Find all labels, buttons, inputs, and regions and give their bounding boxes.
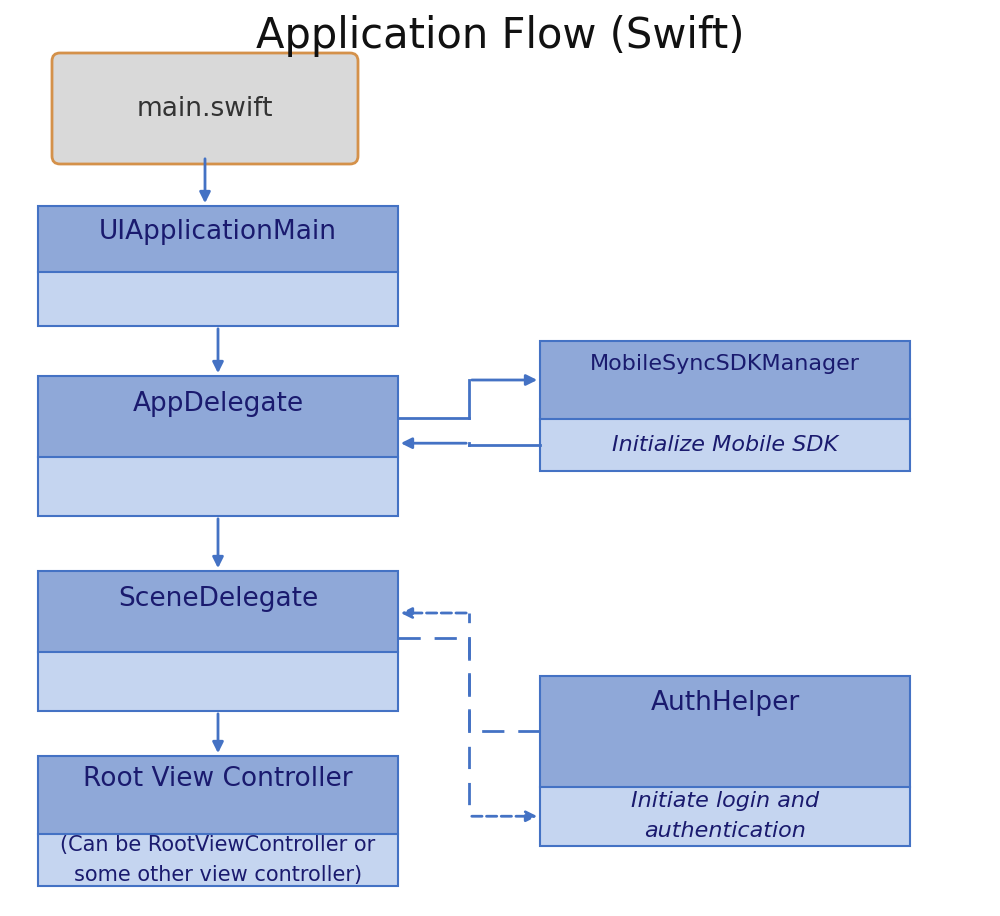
Text: Initialize Mobile SDK: Initialize Mobile SDK — [612, 435, 838, 455]
Bar — [38, 571, 398, 652]
Bar — [540, 341, 910, 471]
Bar — [38, 571, 398, 711]
Text: AuthHelper: AuthHelper — [650, 690, 800, 716]
Bar — [38, 376, 398, 516]
Bar — [38, 206, 398, 326]
Bar — [38, 834, 398, 886]
Text: Initiate login and
authentication: Initiate login and authentication — [631, 791, 819, 841]
Text: main.swift: main.swift — [137, 95, 273, 122]
Bar — [38, 457, 398, 516]
Bar — [38, 652, 398, 711]
Bar — [540, 676, 910, 846]
Text: (Can be RootViewController or
some other view controller): (Can be RootViewController or some other… — [60, 835, 376, 885]
Bar — [38, 756, 398, 834]
Bar — [540, 341, 910, 419]
Text: UIApplicationMain: UIApplicationMain — [99, 220, 337, 245]
Text: AppDelegate: AppDelegate — [132, 391, 304, 417]
Bar — [540, 676, 910, 787]
Text: Application Flow (Swift): Application Flow (Swift) — [256, 15, 744, 57]
Bar — [38, 272, 398, 326]
Bar — [540, 419, 910, 471]
Bar — [38, 376, 398, 457]
Text: Root View Controller: Root View Controller — [83, 767, 353, 792]
Text: MobileSyncSDKManager: MobileSyncSDKManager — [590, 354, 860, 375]
Bar — [38, 756, 398, 886]
Text: SceneDelegate: SceneDelegate — [118, 586, 318, 612]
Bar — [38, 206, 398, 272]
FancyBboxPatch shape — [52, 53, 358, 164]
Bar — [540, 787, 910, 846]
